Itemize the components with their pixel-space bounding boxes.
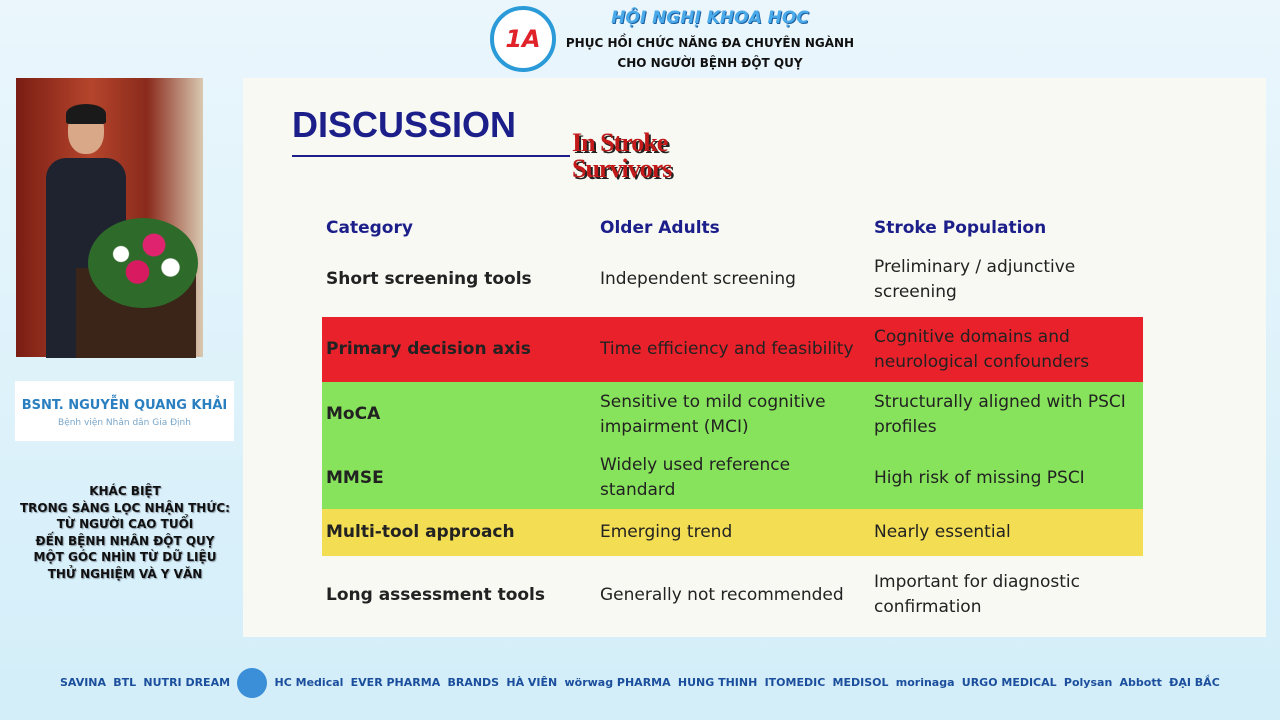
row-stroke-population: High risk of missing PSCI	[874, 467, 1085, 488]
stroke-survivors-badge: In Stroke Survivors	[572, 128, 672, 183]
conference-subtitle-1: PHỤC HỒI CHỨC NĂNG ĐA CHUYÊN NGÀNH	[565, 36, 855, 50]
row-older-adults: Time efficiency and feasibility	[600, 339, 854, 359]
topic-line: MỘT GÓC NHÌN TỪ DỮ LIỆU	[33, 550, 217, 564]
speaker-video	[16, 78, 203, 358]
row-category: MoCA	[326, 404, 381, 424]
row-stroke-population: Cognitive domains and neurological confo…	[874, 326, 1090, 372]
row-older-adults: Generally not recommended	[600, 584, 844, 605]
sponsor-logo: morinaga	[895, 676, 955, 689]
sponsor-logo: BRANDS	[447, 676, 500, 689]
conference-title: HỘI NGHỊ KHOA HỌC	[611, 8, 809, 28]
badge-line: In Stroke	[572, 128, 668, 157]
row-older-adults: Independent screening	[600, 269, 796, 289]
table-row: Primary decision axis Time efficiency and…	[322, 317, 1143, 382]
table-row: MoCA Sensitive to mild cognitive impairme…	[322, 382, 1143, 447]
row-stroke-population: Important for diagnostic confirmation	[874, 572, 1080, 617]
row-category: MMSE	[326, 467, 384, 488]
sponsor-logo: HC Medical	[274, 676, 344, 689]
flowers	[88, 218, 198, 308]
row-stroke-population: Structurally aligned with PSCI profiles	[874, 391, 1126, 437]
topic-line: TRONG SÀNG LỌC NHẬN THỨC:	[20, 500, 230, 515]
row-category: Multi-tool approach	[326, 522, 515, 542]
title-underline	[292, 155, 570, 157]
sponsor-logo: SAVINA	[60, 676, 107, 689]
topic-line: THỬ NGHIỆM VÀ Y VĂN	[47, 566, 203, 581]
sponsor-logo: NUTRI DREAM	[143, 676, 231, 689]
table-row: Long assessment tools Generally not recom…	[322, 560, 1143, 630]
row-older-adults: Widely used reference standard	[600, 455, 791, 500]
sponsor-logo: HUNG THINH	[677, 676, 758, 689]
row-stroke-population: Nearly essential	[874, 522, 1011, 542]
header-category: Category	[326, 217, 413, 238]
row-stroke-population: Preliminary / adjunctive screening	[874, 256, 1076, 302]
comparison-table: Category Older Adults Stroke Population …	[322, 210, 1143, 630]
conference-subtitle-2: CHO NGƯỜI BỆNH ĐỘT QUỴ	[617, 56, 803, 70]
row-older-adults: Sensitive to mild cognitive impairment (…	[600, 391, 826, 437]
slide-title: DISCUSSION	[292, 104, 517, 145]
sponsor-logo: MEDISOL	[832, 676, 889, 689]
row-older-adults: Emerging trend	[600, 522, 733, 542]
table-header: Category Older Adults Stroke Population	[322, 210, 1143, 246]
topic-line: ĐẾN BỆNH NHÂN ĐỘT QUỴ	[35, 533, 215, 548]
table-row: MMSE Widely used reference standard High r…	[322, 447, 1143, 509]
conference-header: 1A HỘI NGHỊ KHOA HỌC PHỤC HỒI CHỨC NĂNG …	[490, 6, 854, 76]
sponsor-logo: BTL	[113, 676, 137, 689]
sponsor-logo: ITOMEDIC	[764, 676, 826, 689]
speaker-hospital: Bệnh viện Nhân dân Gia Định	[58, 418, 191, 428]
row-category: Primary decision axis	[326, 339, 531, 359]
table-row: Multi-tool approach Emerging trend Nearly …	[322, 509, 1143, 556]
sponsor-logo: HÀ VIÊN	[506, 676, 558, 689]
row-category: Long assessment tools	[326, 584, 545, 605]
topic-line: KHÁC BIỆT	[89, 484, 161, 498]
talk-topic: KHÁC BIỆT TRONG SÀNG LỌC NHẬN THỨC: TỪ N…	[10, 483, 240, 582]
sponsor-logo	[237, 667, 268, 698]
header-stroke-population: Stroke Population	[874, 217, 1047, 238]
sponsor-logo: URGO MEDICAL	[961, 676, 1057, 689]
sponsor-bar: SAVINA BTL NUTRI DREAM HC Medical EVER PHARM…	[60, 655, 1220, 710]
row-category: Short screening tools	[326, 269, 532, 289]
conference-logo: 1A	[490, 6, 556, 72]
sponsor-logo: wörwag PHARMA	[564, 676, 671, 689]
badge-line: Survivors	[572, 154, 672, 183]
sponsor-logo: ĐẠI BẮC	[1169, 676, 1220, 689]
sponsor-logo: EVER PHARMA	[350, 676, 441, 689]
speaker-name: BSNT. NGUYỄN QUANG KHẢI	[21, 398, 228, 413]
sponsor-logo: Polysan	[1063, 676, 1113, 689]
table-row: Short screening tools Independent screeni…	[322, 246, 1143, 313]
speaker-card: BSNT. NGUYỄN QUANG KHẢI Bệnh viện Nhân d…	[15, 381, 234, 441]
sponsor-logo: Abbott	[1119, 676, 1162, 689]
header-older-adults: Older Adults	[600, 217, 720, 238]
topic-line: TỪ NGƯỜI CAO TUỔI	[56, 517, 194, 531]
